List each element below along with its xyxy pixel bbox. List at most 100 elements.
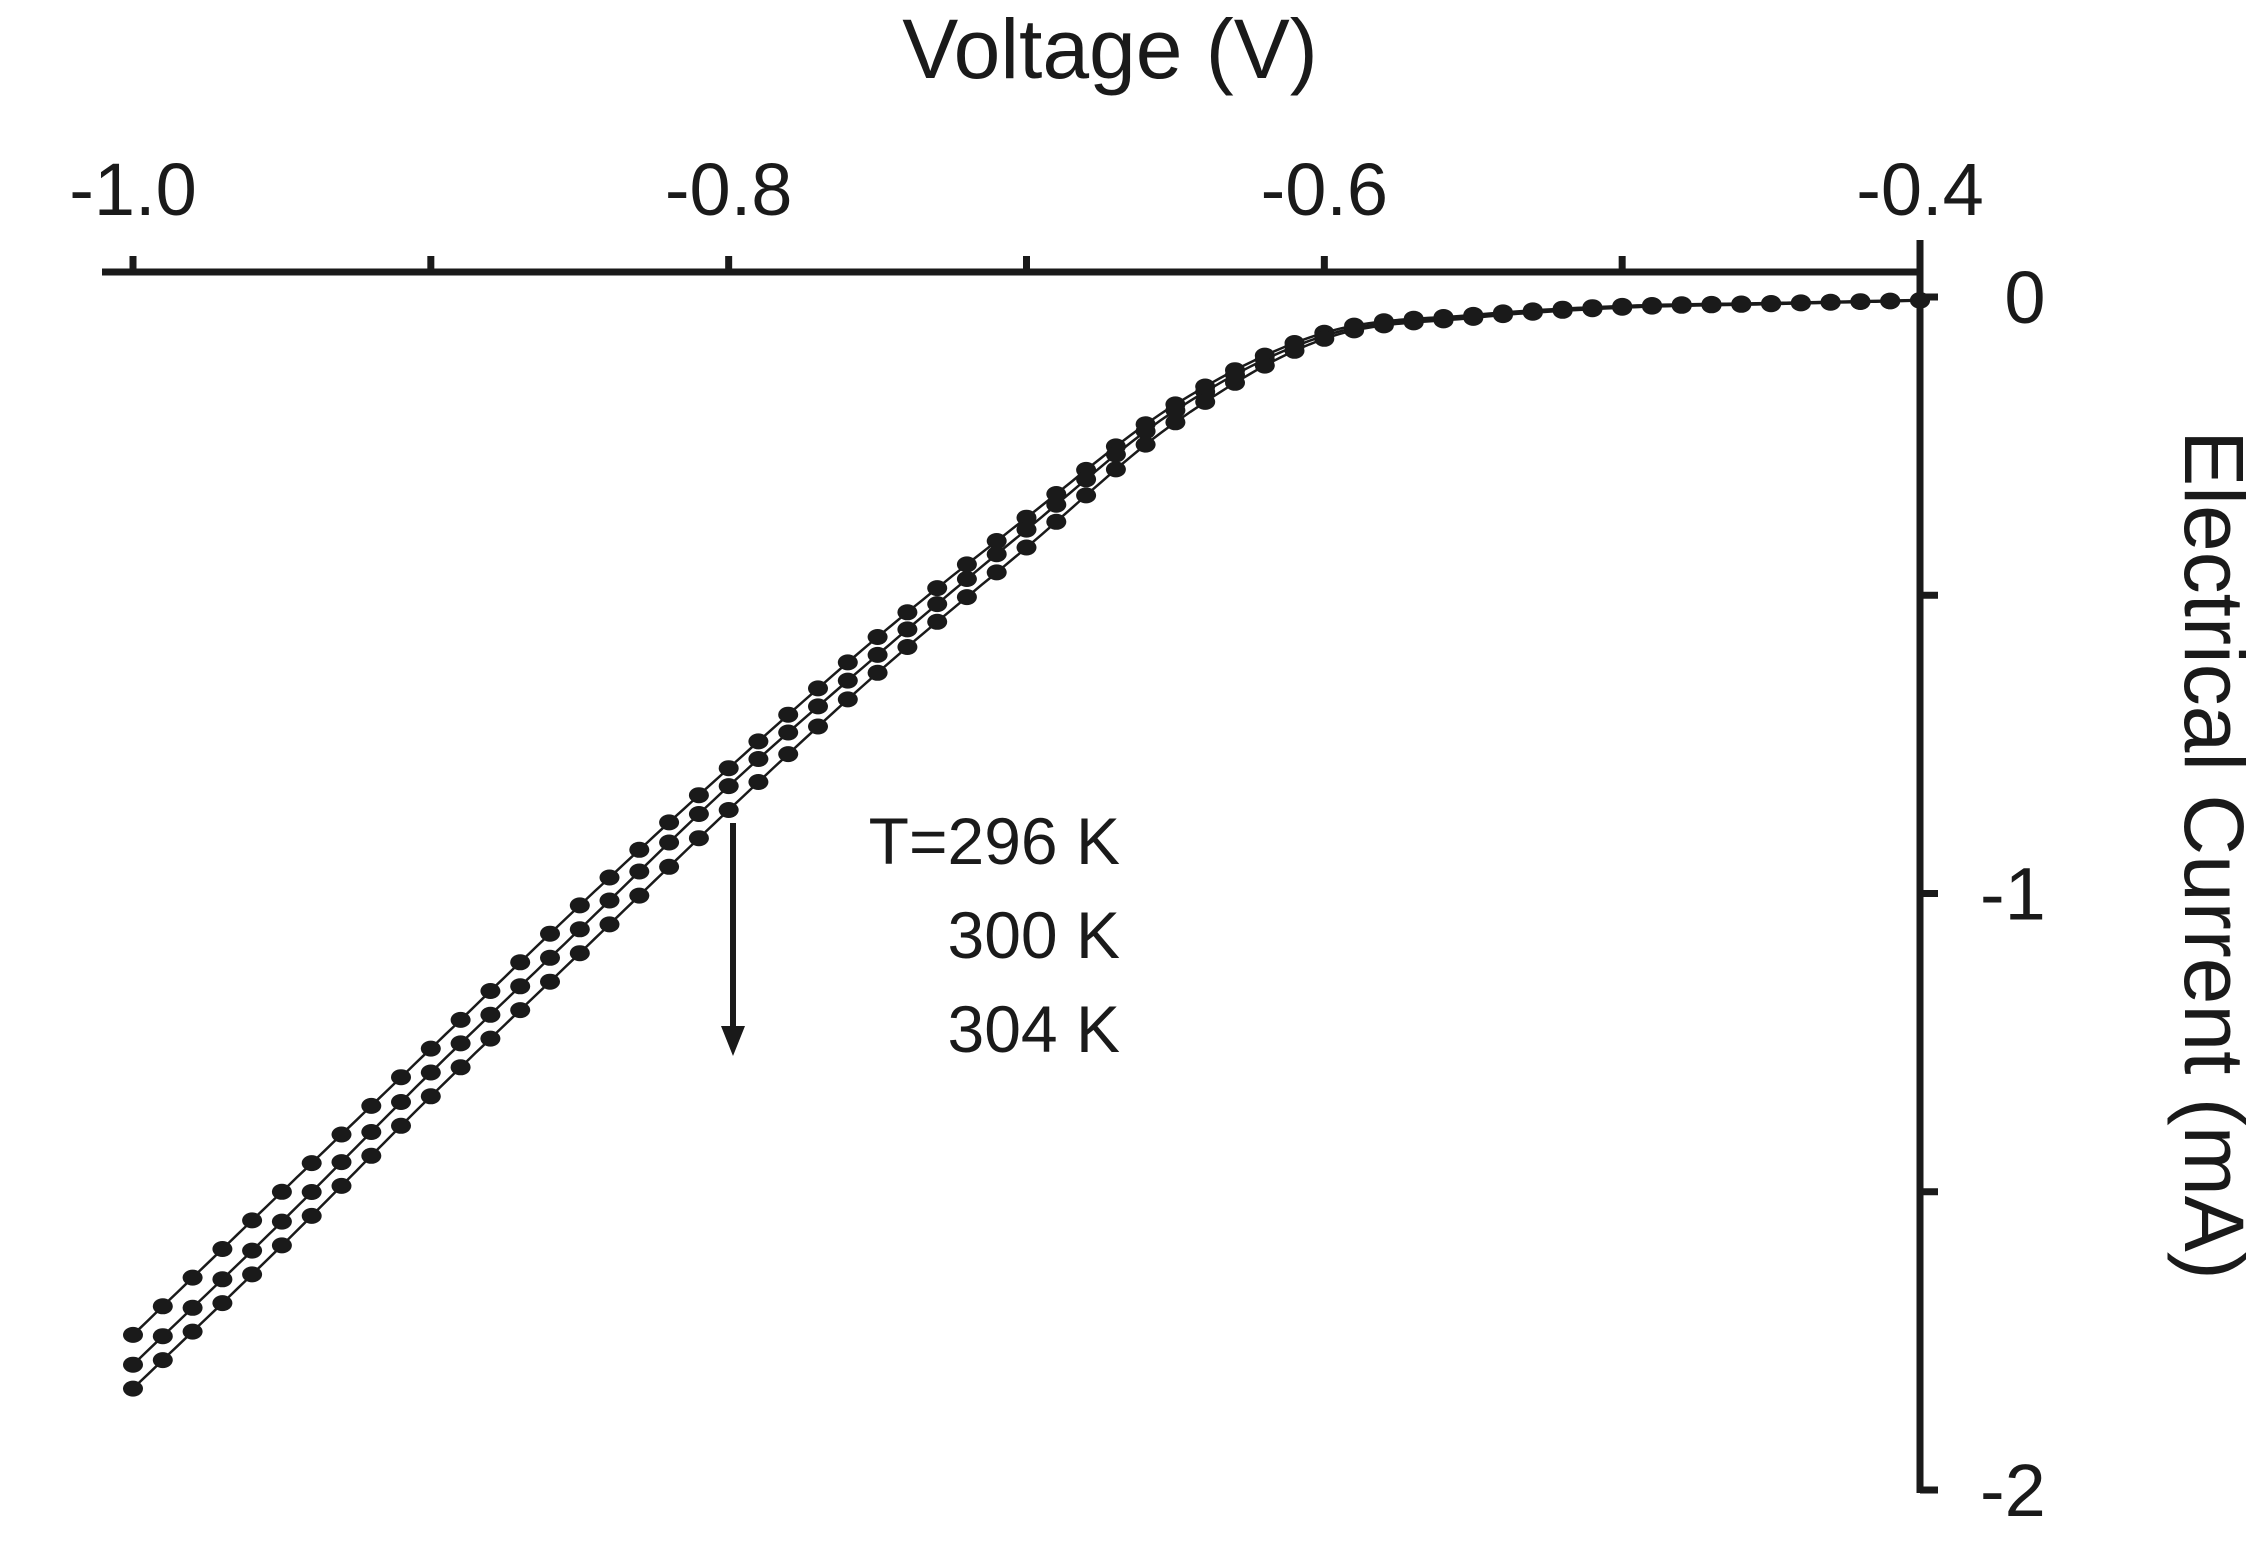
data-point — [391, 1069, 411, 1086]
data-point — [1582, 301, 1603, 318]
series-3 — [123, 292, 1930, 1397]
data-point — [420, 1064, 441, 1081]
data-point — [361, 1124, 382, 1140]
data-point — [1850, 294, 1871, 310]
data-point — [420, 1088, 441, 1105]
data-point — [301, 1207, 322, 1224]
data-point — [1552, 302, 1573, 319]
data-point — [540, 925, 560, 942]
data-point — [450, 1011, 471, 1028]
data-point — [986, 546, 1007, 563]
data-point — [1701, 297, 1722, 314]
data-point — [897, 639, 918, 655]
series-layer — [123, 292, 1930, 1397]
data-point — [1820, 294, 1841, 311]
data-point — [510, 954, 531, 971]
data-point — [510, 1002, 531, 1019]
axes-layer: -1.0 -0.8 -0.6 -0.40 -1 -2 — [69, 148, 2046, 1532]
data-point — [956, 589, 977, 606]
annotation-line-1: T=296 K — [869, 804, 1120, 878]
data-point — [1076, 471, 1097, 488]
data-point — [391, 1094, 411, 1110]
data-point — [1105, 461, 1126, 478]
data-point — [688, 830, 709, 847]
data-point — [1522, 304, 1543, 321]
data-point — [331, 1177, 352, 1194]
data-point — [1254, 357, 1275, 374]
data-point — [1165, 414, 1186, 431]
data-point — [599, 916, 620, 933]
data-point — [718, 802, 739, 818]
y-tick-label: -1 — [1980, 853, 2046, 936]
data-point — [748, 751, 769, 767]
data-point — [778, 746, 799, 763]
data-point — [748, 733, 769, 750]
data-point — [1433, 312, 1454, 329]
data-point — [242, 1242, 263, 1259]
data-point — [242, 1212, 263, 1229]
data-point — [748, 774, 769, 790]
data-point — [1284, 342, 1305, 359]
data-point — [629, 887, 650, 904]
data-point — [480, 983, 501, 999]
data-point — [1135, 423, 1156, 440]
data-point — [897, 604, 918, 621]
data-point — [1135, 436, 1156, 453]
data-point — [1880, 293, 1901, 310]
data-point — [391, 1117, 411, 1134]
data-point — [152, 1328, 173, 1345]
data-point — [1493, 307, 1513, 324]
data-point — [927, 613, 948, 630]
data-point — [123, 1380, 143, 1397]
data-point — [927, 596, 948, 613]
data-point — [212, 1241, 233, 1257]
data-point — [659, 834, 680, 851]
data-point — [271, 1237, 292, 1254]
data-point — [450, 1059, 471, 1076]
data-point — [152, 1352, 173, 1369]
data-point — [361, 1097, 382, 1114]
data-point — [1016, 521, 1037, 538]
data-point — [569, 897, 590, 914]
data-point — [1731, 296, 1752, 313]
data-point — [867, 664, 888, 681]
x-tick-label: -0.6 — [1261, 148, 1389, 231]
data-point — [182, 1299, 203, 1316]
data-point — [1612, 299, 1633, 316]
data-point — [1076, 487, 1097, 504]
data-point — [420, 1040, 441, 1057]
data-point — [301, 1184, 322, 1200]
data-point — [1046, 496, 1067, 513]
x-tick-label: -0.4 — [1856, 148, 1984, 231]
data-point — [1790, 295, 1811, 312]
data-point — [808, 680, 828, 697]
data-point — [629, 841, 650, 858]
data-point — [569, 921, 590, 938]
data-point — [837, 654, 858, 671]
data-point — [867, 646, 888, 663]
data-point — [242, 1266, 263, 1283]
data-point — [271, 1183, 292, 1200]
data-point — [688, 806, 709, 822]
annotation-line-2: 300 K — [948, 898, 1120, 972]
data-point — [1403, 314, 1424, 331]
data-point — [1225, 374, 1245, 391]
data-point — [331, 1126, 352, 1143]
x-tick-label: -0.8 — [665, 148, 793, 231]
y-axis-title: Electrical Current (mA) — [2167, 430, 2252, 1279]
data-point — [123, 1326, 143, 1343]
data-point — [778, 706, 799, 723]
data-point — [480, 1030, 501, 1047]
data-point — [1046, 513, 1067, 530]
data-point — [956, 556, 977, 573]
data-point — [271, 1213, 292, 1230]
temperature-annotation: T=296 K 300 K 304 K — [721, 804, 1120, 1066]
data-point — [808, 718, 828, 735]
data-point — [1344, 322, 1365, 339]
data-point — [510, 978, 531, 995]
data-point — [1373, 317, 1394, 334]
data-point — [688, 787, 709, 804]
data-point — [480, 1006, 501, 1023]
data-point — [718, 760, 739, 777]
